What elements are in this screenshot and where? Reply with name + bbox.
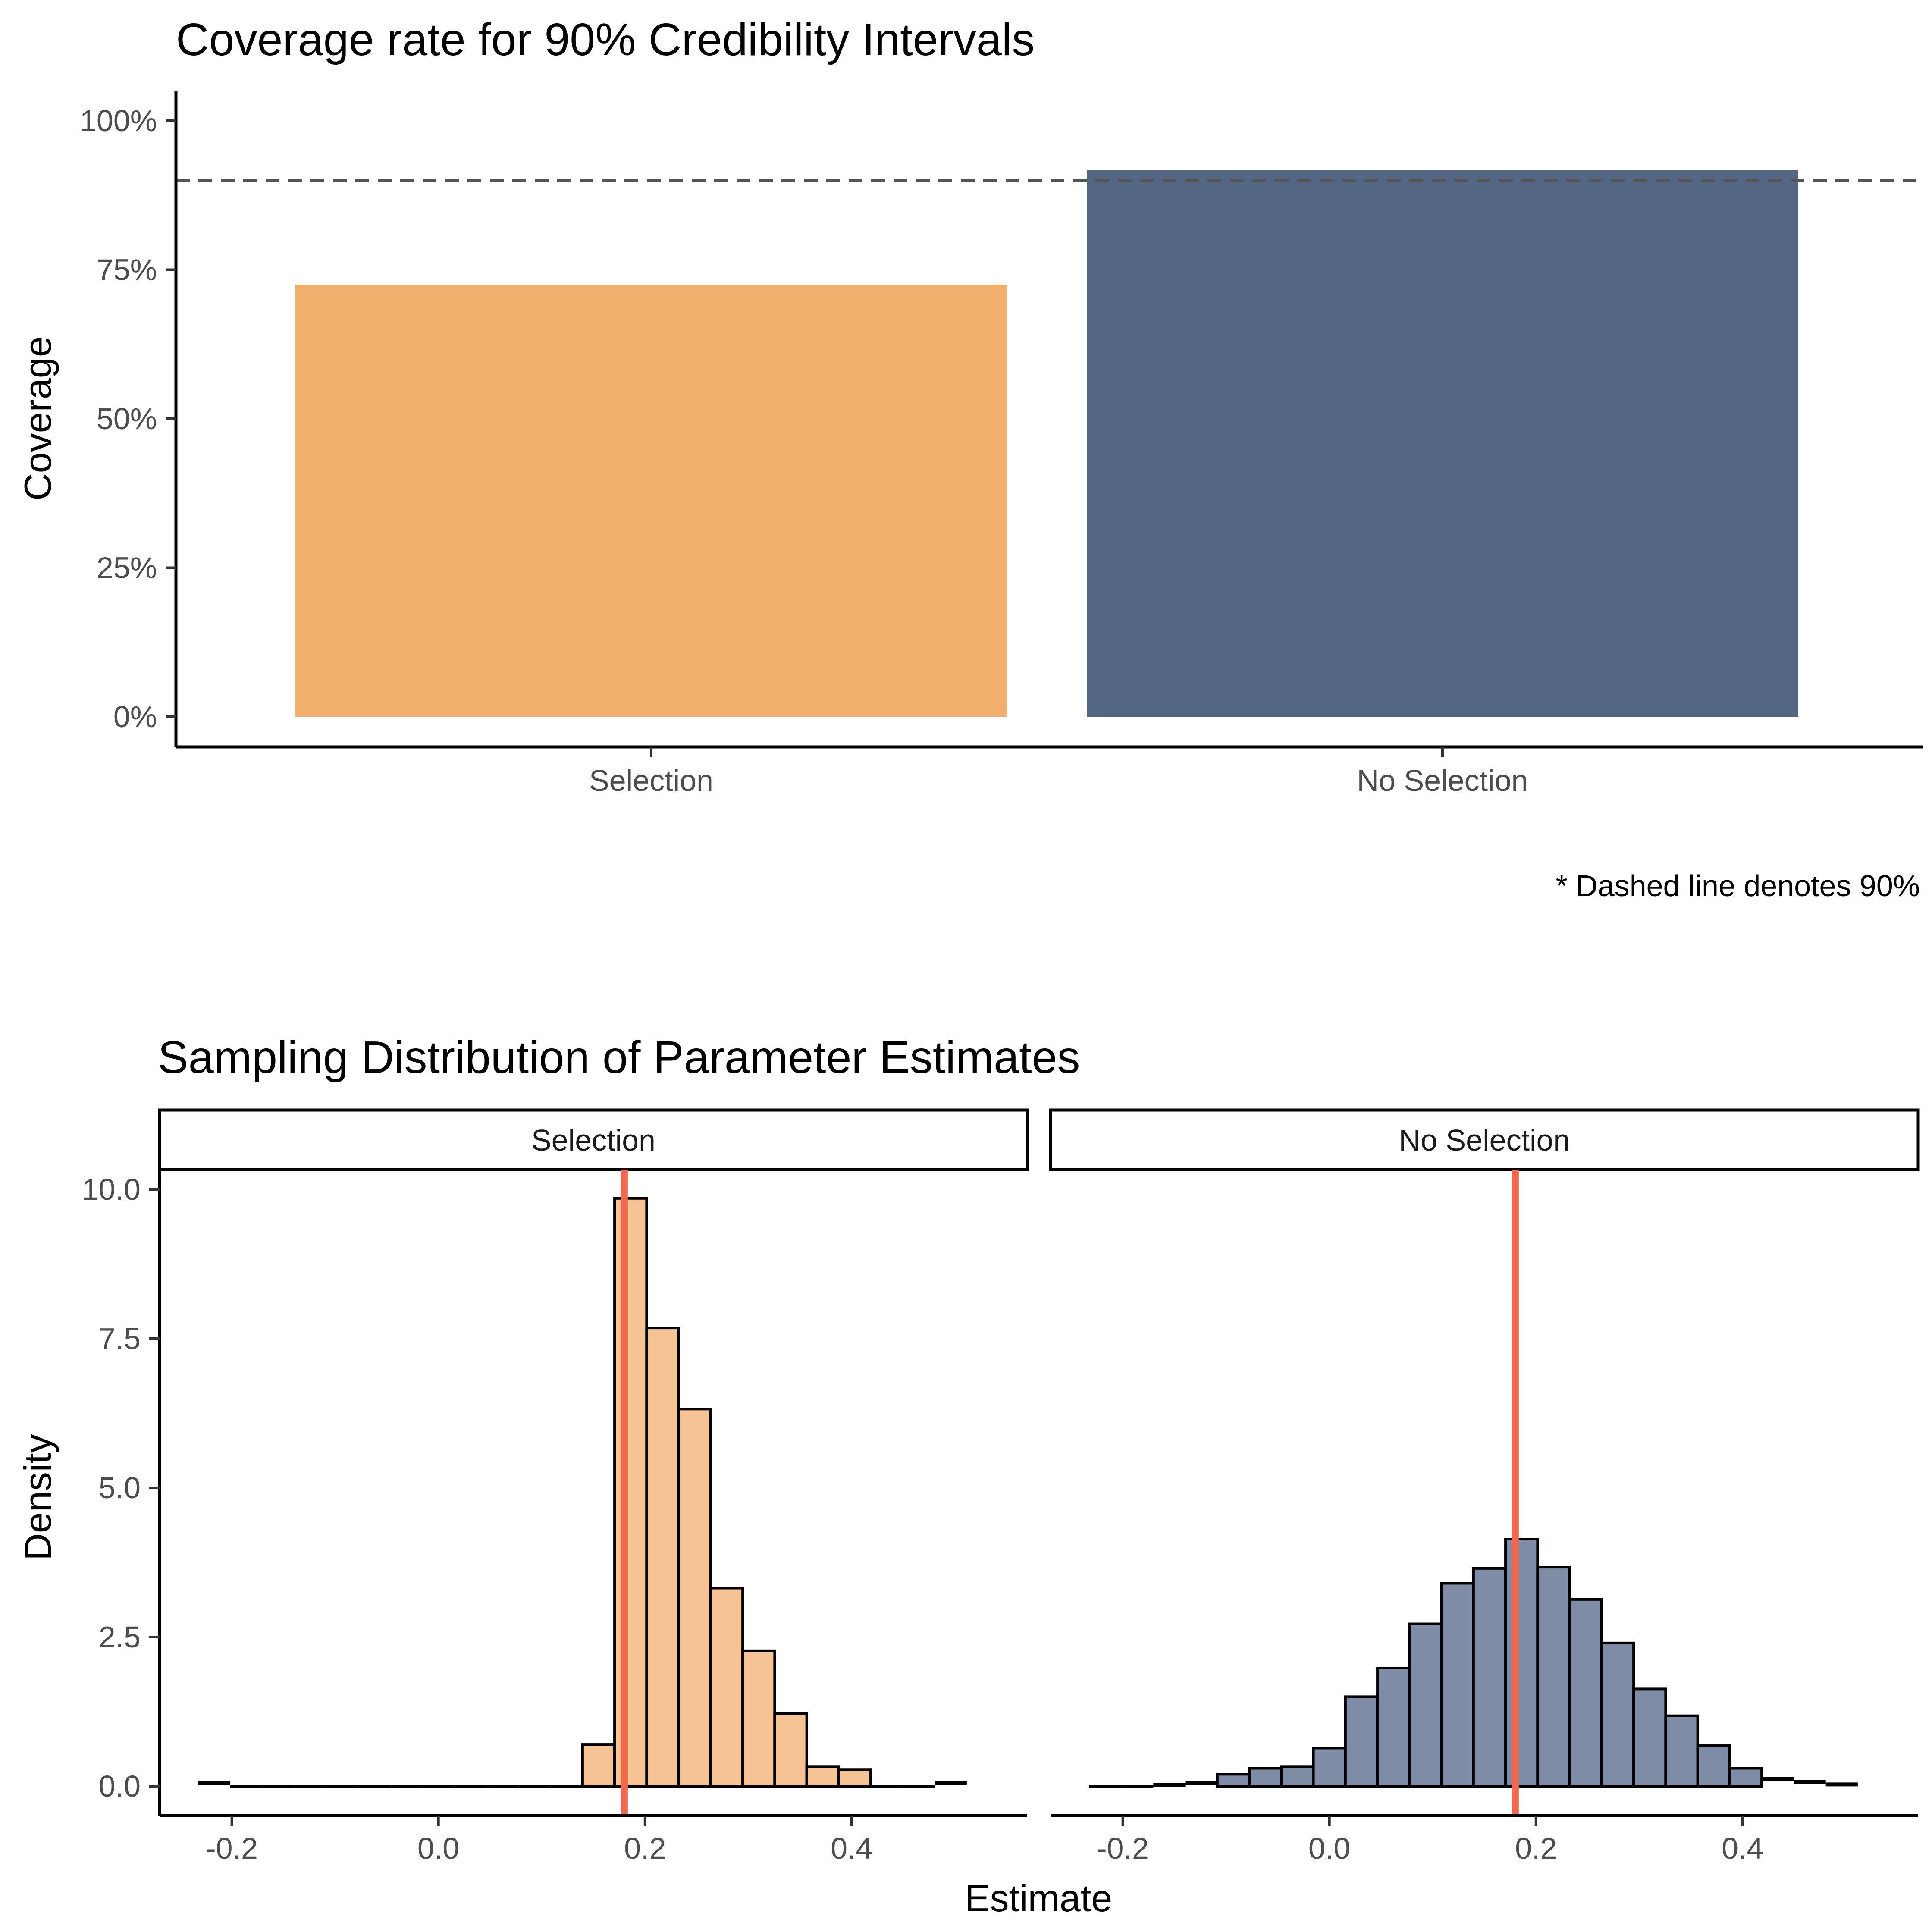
histogram-bar xyxy=(1568,1598,1603,1788)
histogram-bar xyxy=(645,1327,680,1788)
histogram-bar xyxy=(677,1408,712,1788)
histogram-bar xyxy=(1472,1567,1507,1788)
histogram-x-tick-label: -0.2 xyxy=(206,1832,258,1865)
histogram-bar xyxy=(1536,1566,1571,1788)
histogram-x-tick-label: 0.0 xyxy=(417,1832,459,1865)
histogram-bar xyxy=(1312,1747,1347,1788)
histogram-bar xyxy=(1376,1666,1411,1788)
histogram-chart: Sampling Distribution of Parameter Estim… xyxy=(16,1032,1920,1919)
coverage-bars xyxy=(295,170,1798,717)
histogram-bar xyxy=(613,1197,648,1788)
histogram-bar xyxy=(1600,1641,1635,1788)
histogram-x-tick-label: 0.2 xyxy=(1515,1832,1557,1865)
histogram-y-tick-label: 2.5 xyxy=(99,1620,141,1654)
histogram-x-tick-label: 0.2 xyxy=(624,1832,666,1865)
histogram-y-axis-title: Density xyxy=(16,1434,59,1560)
coverage-y-axis-title: Coverage xyxy=(16,336,59,501)
histogram-x-axis-title: Estimate xyxy=(965,1877,1112,1919)
histogram-bar xyxy=(773,1712,808,1788)
histogram-y-tick-label: 10.0 xyxy=(82,1173,141,1206)
histogram-bar xyxy=(581,1743,616,1788)
histogram-bar xyxy=(1248,1767,1283,1788)
histogram-x-tick-label: 0.4 xyxy=(831,1832,872,1865)
coverage-x-ticks: Selection No Selection xyxy=(589,747,1528,797)
histogram-y-tick-label: 7.5 xyxy=(99,1322,141,1355)
strip-no-selection xyxy=(1049,1108,1920,1171)
coverage-x-tick-label: Selection xyxy=(589,764,713,797)
coverage-chart-title: Coverage rate for 90% Credibility Interv… xyxy=(176,14,1035,65)
histogram-bar xyxy=(1696,1744,1731,1788)
histogram-bar xyxy=(837,1768,872,1788)
histogram-bar xyxy=(741,1649,776,1788)
histogram-x-tick-label: -0.2 xyxy=(1097,1832,1149,1865)
coverage-y-tick-label: 50% xyxy=(97,402,157,436)
coverage-y-tick-label: 0% xyxy=(113,700,157,734)
coverage-caption: * Dashed line denotes 90% xyxy=(1556,869,1920,903)
coverage-y-tick-label: 25% xyxy=(97,551,157,585)
histogram-bar xyxy=(709,1587,744,1788)
histogram-chart-title: Sampling Distribution of Parameter Estim… xyxy=(158,1032,1080,1083)
strip-label-no-selection: No Selection xyxy=(1399,1123,1570,1157)
histogram-panels: Selection -0.2 0.0 0.2 0.4 No Selection -0.2 0.… xyxy=(158,1108,1920,1865)
coverage-bar-selection xyxy=(295,285,1007,717)
strip-selection xyxy=(158,1108,1029,1171)
coverage-y-tick-label: 75% xyxy=(97,253,157,287)
histogram-x-tick-label: 0.4 xyxy=(1722,1832,1763,1865)
histogram-bar xyxy=(1440,1582,1475,1788)
histogram-bar xyxy=(805,1765,840,1788)
histogram-bar xyxy=(1216,1773,1251,1788)
histogram-y-tick-label: 0.0 xyxy=(99,1769,141,1803)
strip-label-selection: Selection xyxy=(531,1123,656,1157)
histogram-bar xyxy=(1504,1538,1539,1788)
coverage-x-tick-label: No Selection xyxy=(1357,764,1528,797)
histogram-bar xyxy=(1344,1695,1379,1788)
histogram-bar xyxy=(1408,1622,1443,1788)
histogram-bar xyxy=(1728,1767,1763,1788)
coverage-y-tick-label: 100% xyxy=(80,104,157,138)
histogram-x-tick-label: 0.0 xyxy=(1308,1832,1350,1865)
histogram-bar xyxy=(1664,1714,1699,1788)
panel-no-selection: No Selection -0.2 0.0 0.2 0.4 xyxy=(1049,1108,1920,1865)
coverage-y-ticks: 0% 25% 50% 75% 100% xyxy=(80,104,176,734)
panel-selection: Selection -0.2 0.0 0.2 0.4 xyxy=(158,1108,1029,1865)
histogram-bar xyxy=(1280,1765,1315,1788)
coverage-bar-no-selection xyxy=(1087,170,1798,717)
histogram-y-tick-label: 5.0 xyxy=(99,1471,141,1505)
coverage-chart: Coverage rate for 90% Credibility Interv… xyxy=(16,14,1923,903)
histogram-bar xyxy=(1632,1687,1667,1788)
histogram-y-ticks: 0.0 2.5 5.0 7.5 10.0 xyxy=(82,1173,160,1803)
